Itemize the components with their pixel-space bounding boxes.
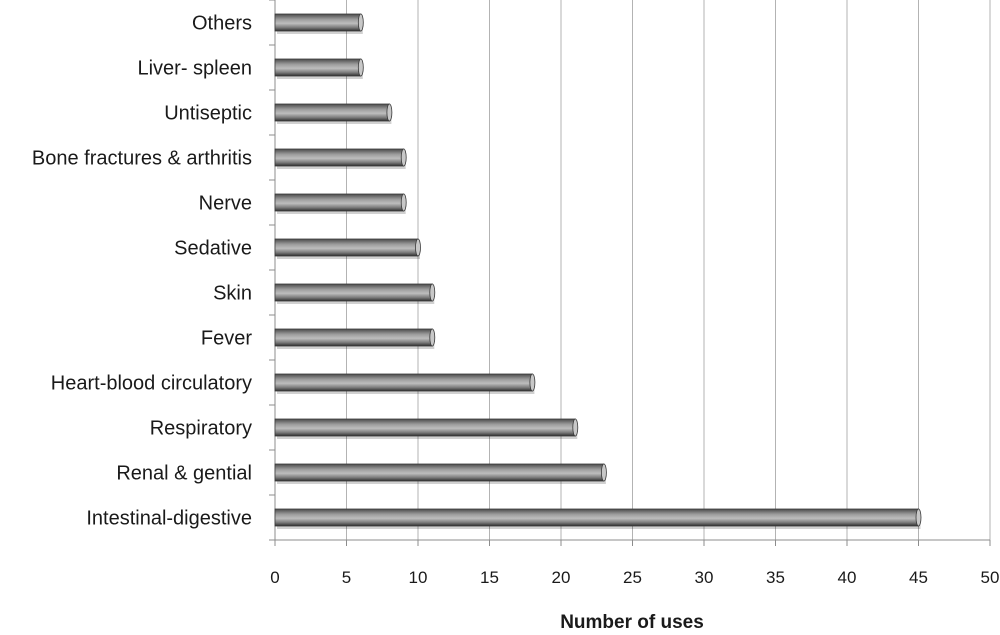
- category-labels: Intestinal-digestive Renal & gential Respi…: [32, 13, 252, 530]
- bar-end-cap: [400, 193, 407, 212]
- x-tick-label: 45: [909, 568, 928, 587]
- x-tick-label: 30: [695, 568, 714, 587]
- bar-liver-spleen: [274, 58, 364, 79]
- bar: [274, 58, 362, 77]
- bar: [274, 508, 919, 527]
- category-label: Untiseptic: [164, 103, 252, 125]
- bar: [274, 418, 576, 437]
- bar-end-cap: [915, 508, 922, 527]
- category-label: Fever: [201, 328, 252, 350]
- bar-end-cap: [357, 58, 364, 77]
- x-tick-label: 20: [552, 568, 571, 587]
- x-tick-labels: 0 5 10 15 20 25 30 35 40 45 50: [270, 568, 999, 587]
- bar-fever: [274, 328, 436, 349]
- category-label: Respiratory: [150, 418, 252, 440]
- bars: [274, 13, 922, 529]
- category-label: Sedative: [174, 238, 252, 260]
- bar-bone-fractures-arthritis: [274, 148, 407, 169]
- bar-end-cap: [429, 328, 436, 347]
- bar-end-cap: [400, 148, 407, 167]
- category-label: Bone fractures & arthritis: [32, 148, 252, 170]
- category-label: Intestinal-digestive: [86, 508, 252, 530]
- bar-end-cap: [357, 13, 364, 32]
- bar-heart-blood-circulatory: [274, 373, 536, 394]
- bar: [274, 283, 433, 302]
- bar-untiseptic: [274, 103, 393, 124]
- x-tick-label: 0: [270, 568, 279, 587]
- bar-end-cap: [529, 373, 536, 392]
- category-label: Others: [192, 13, 252, 35]
- category-label: Skin: [213, 283, 252, 305]
- bar: [274, 328, 433, 347]
- bar: [274, 238, 419, 257]
- bar: [274, 148, 405, 167]
- bar-end-cap: [601, 463, 607, 482]
- x-tick-label: 25: [623, 568, 642, 587]
- bar: [274, 193, 405, 212]
- x-tick-label: 10: [409, 568, 428, 587]
- bar-end-cap: [572, 418, 579, 437]
- x-axis-title: Number of uses: [560, 612, 704, 630]
- bar-intestinal-digestive: [274, 508, 922, 529]
- category-label: Nerve: [199, 193, 252, 215]
- category-label: Renal & gential: [116, 463, 252, 485]
- bar: [274, 13, 362, 32]
- bar: [274, 103, 390, 122]
- bar-respiratory: [274, 418, 579, 439]
- axes: [269, 0, 991, 546]
- bar: [274, 373, 533, 392]
- x-tick-label: 40: [838, 568, 857, 587]
- bar-nerve: [274, 193, 407, 214]
- bar-end-cap: [415, 238, 421, 257]
- bar-skin: [274, 283, 436, 304]
- bar: [274, 463, 605, 482]
- category-label: Heart-blood circulatory: [51, 373, 252, 395]
- bar-others: [274, 13, 364, 34]
- bar-end-cap: [386, 103, 393, 122]
- x-tick-label: 35: [766, 568, 785, 587]
- category-label: Liver- spleen: [137, 58, 252, 80]
- bar-end-cap: [429, 283, 436, 302]
- bar-renal-gential: [274, 463, 607, 484]
- x-tick-label: 5: [342, 568, 351, 587]
- x-tick-label: 15: [480, 568, 499, 587]
- grid-lines: [346, 0, 991, 540]
- x-tick-label: 50: [981, 568, 1000, 587]
- bar-sedative: [274, 238, 421, 259]
